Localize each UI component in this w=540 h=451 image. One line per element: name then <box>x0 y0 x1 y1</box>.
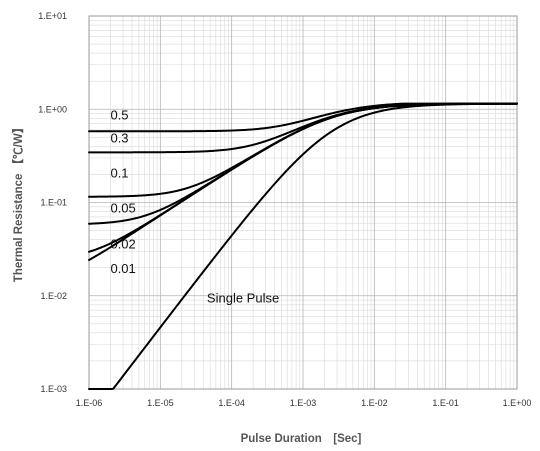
x-tick-labels: 1.E-06 1.E-05 1.E-04 1.E-03 1.E-02 1.E-01 1.E+… <box>76 398 532 408</box>
y-tick-label: 1.E-02 <box>40 291 67 301</box>
series-curves <box>88 102 518 390</box>
y-tick-label: 1.E+00 <box>38 104 67 114</box>
y-tick-label: 1.E-03 <box>40 384 67 394</box>
plot-frame <box>88 15 518 390</box>
x-tick-label: 1.E-06 <box>76 398 103 408</box>
x-tick-label: 1.E-01 <box>432 398 459 408</box>
series-label: 0.02 <box>110 237 135 252</box>
series-label: 0.01 <box>110 261 135 276</box>
x-tick-label: 1.E-04 <box>218 398 245 408</box>
y-tick-label: 1.E+01 <box>38 11 67 21</box>
x-tick-label: 1.E-02 <box>361 398 388 408</box>
series-label: Single Pulse <box>207 290 279 305</box>
series-label: 0.3 <box>110 130 128 145</box>
y-tick-labels: 1.E-03 1.E-02 1.E-01 1.E+00 1.E+01 <box>38 11 67 394</box>
x-tick-label: 1.E+00 <box>503 398 532 408</box>
x-tick-label: 1.E-05 <box>147 398 174 408</box>
y-tick-label: 1.E-01 <box>40 198 67 208</box>
x-tick-label: 1.E-03 <box>290 398 317 408</box>
series-line <box>88 102 518 390</box>
x-axis-label: Pulse Duration [Sec] <box>241 433 362 445</box>
series-label: 0.1 <box>110 166 128 181</box>
y-axis-label: Thermal Resistance 【℃/W】 <box>12 122 25 282</box>
series-labels: 0.5 0.3 0.1 0.05 0.02 0.01 Single Pulse <box>110 107 279 305</box>
series-label: 0.5 <box>110 107 128 122</box>
series-label: 0.05 <box>110 201 135 216</box>
